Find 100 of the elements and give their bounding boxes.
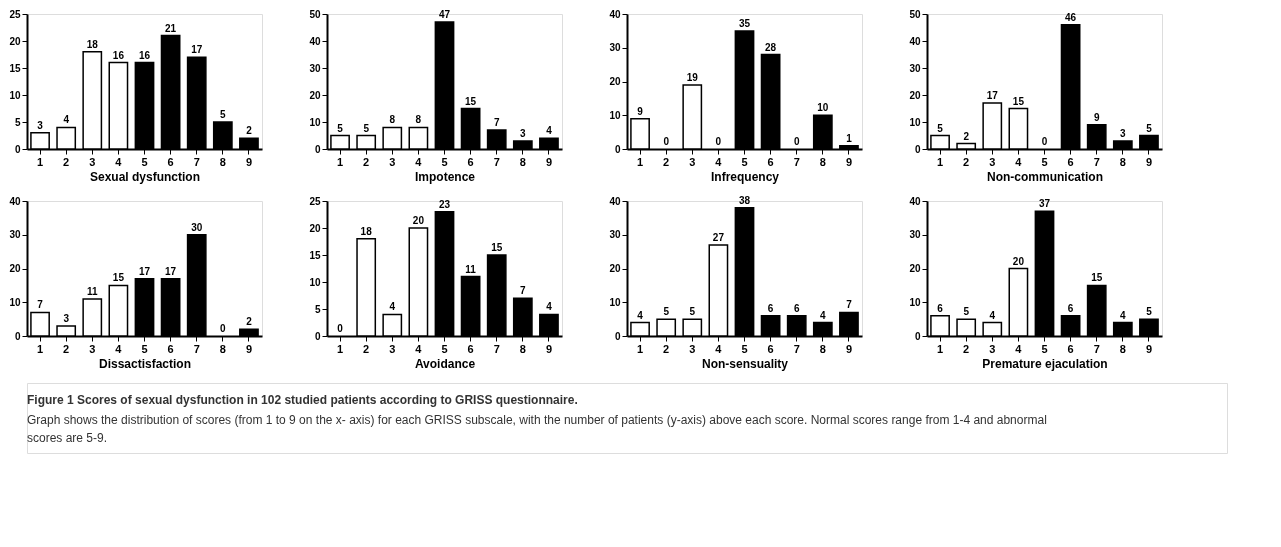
y-tick-label: 30 <box>9 229 21 241</box>
y-tick-label: 30 <box>309 62 321 74</box>
data-label: 15 <box>1091 272 1103 284</box>
data-label: 28 <box>765 41 777 53</box>
x-tick-label: 8 <box>219 342 226 355</box>
y-tick-label: 30 <box>909 229 921 241</box>
data-label: 6 <box>937 302 944 314</box>
x-tick-label: 2 <box>63 342 70 355</box>
data-label: 11 <box>465 263 477 275</box>
x-tick-label: 4 <box>415 155 423 168</box>
y-tick-label: 40 <box>609 195 621 207</box>
data-label: 0 <box>337 323 344 334</box>
x-tick-label: 9 <box>545 342 553 355</box>
y-tick-label: 20 <box>9 35 21 47</box>
x-tick-label: 7 <box>193 155 200 168</box>
x-tick-label: 7 <box>1093 342 1100 355</box>
x-tick-label: 9 <box>245 155 253 168</box>
data-label: 9 <box>637 105 644 117</box>
x-tick-label: 3 <box>89 155 96 168</box>
data-label: 15 <box>112 272 125 284</box>
y-tick-label: 30 <box>609 229 621 241</box>
y-tick-label: 10 <box>9 296 21 308</box>
x-tick-label: 6 <box>467 155 474 168</box>
data-label: 15 <box>491 242 503 253</box>
data-label: 17 <box>165 265 177 277</box>
x-tick-label: 3 <box>389 342 396 355</box>
y-tick-label: 10 <box>909 116 921 128</box>
y-tick-label: 0 <box>14 143 21 155</box>
x-tick-label: 4 <box>715 155 723 168</box>
caption: Figure 1 Scores of sexual dysfunction in 102 studied patients according to GRISS questionnaire. <box>27 393 578 407</box>
x-tick-label: 6 <box>767 155 774 168</box>
y-tick-label: 10 <box>609 109 621 121</box>
x-tick-label: 4 <box>115 342 123 355</box>
data-label: 0 <box>220 323 227 334</box>
x-axis-title: Non-communication <box>987 169 1103 184</box>
data-label: 8 <box>415 114 422 126</box>
data-label: 9 <box>1093 111 1100 123</box>
y-tick-label: 20 <box>909 263 921 274</box>
x-axis-title: Impotence <box>414 169 476 184</box>
x-axis-title: Sexual dysfunction <box>89 169 201 184</box>
x-tick-label: 9 <box>845 342 853 355</box>
y-tick-label: 20 <box>609 263 621 274</box>
data-label: 17 <box>191 44 203 56</box>
data-label: 0 <box>1041 136 1048 147</box>
data-label: 4 <box>989 309 996 321</box>
x-tick-label: 8 <box>819 155 826 168</box>
x-tick-label: 4 <box>1015 155 1023 168</box>
data-label: 16 <box>138 49 151 61</box>
x-tick-label: 9 <box>245 342 253 355</box>
x-tick-label: 8 <box>819 342 826 355</box>
y-tick-label: 5 <box>314 303 321 315</box>
data-label: 7 <box>493 117 500 129</box>
x-tick-label: 7 <box>193 342 200 355</box>
x-tick-label: 2 <box>963 155 970 168</box>
y-tick-label: 20 <box>609 76 621 87</box>
data-label: 3 <box>520 127 527 139</box>
y-tick-label: 50 <box>909 8 921 20</box>
data-label: 17 <box>986 90 999 102</box>
x-tick-label: 4 <box>115 155 123 168</box>
x-tick-label: 8 <box>519 155 526 168</box>
y-tick-label: 40 <box>609 8 621 20</box>
x-tick-label: 2 <box>663 155 670 168</box>
x-tick-label: 1 <box>636 155 644 168</box>
y-tick-label: 50 <box>309 8 321 20</box>
x-tick-label: 2 <box>63 155 70 168</box>
data-label: 27 <box>712 231 725 243</box>
data-label: 19 <box>686 71 699 83</box>
x-tick-label: 5 <box>1041 155 1048 168</box>
data-label: 6 <box>793 302 800 314</box>
x-tick-label: 2 <box>963 342 970 355</box>
x-tick-label: 5 <box>1041 342 1048 355</box>
x-tick-label: 1 <box>36 342 44 355</box>
data-label: 7 <box>846 299 853 311</box>
y-tick-label: 10 <box>309 276 321 288</box>
x-tick-label: 8 <box>1119 155 1126 168</box>
y-tick-label: 40 <box>909 35 921 47</box>
x-tick-label: 9 <box>1145 155 1153 168</box>
x-tick-label: 2 <box>363 155 370 168</box>
data-label: 7 <box>520 285 527 297</box>
data-label: 5 <box>337 122 344 134</box>
data-label: 47 <box>438 9 451 21</box>
x-tick-label: 1 <box>36 155 44 168</box>
x-tick-label: 1 <box>936 155 944 168</box>
y-tick-label: 15 <box>309 249 321 261</box>
data-label: 3 <box>1120 127 1127 139</box>
y-tick-label: 20 <box>909 89 921 101</box>
data-label: 3 <box>63 312 70 324</box>
data-label: 16 <box>112 49 125 61</box>
x-tick-label: 3 <box>989 155 996 168</box>
x-tick-label: 5 <box>141 155 148 168</box>
x-tick-label: 3 <box>689 342 696 355</box>
x-tick-label: 7 <box>793 342 800 355</box>
y-tick-label: 0 <box>914 330 921 342</box>
data-label: 5 <box>363 122 370 134</box>
data-label: 4 <box>820 309 827 321</box>
x-tick-label: 5 <box>141 342 148 355</box>
x-tick-label: 1 <box>636 342 644 355</box>
x-axis-title: Infrequency <box>710 169 780 184</box>
x-tick-label: 7 <box>493 155 500 168</box>
data-label: 6 <box>767 302 774 314</box>
